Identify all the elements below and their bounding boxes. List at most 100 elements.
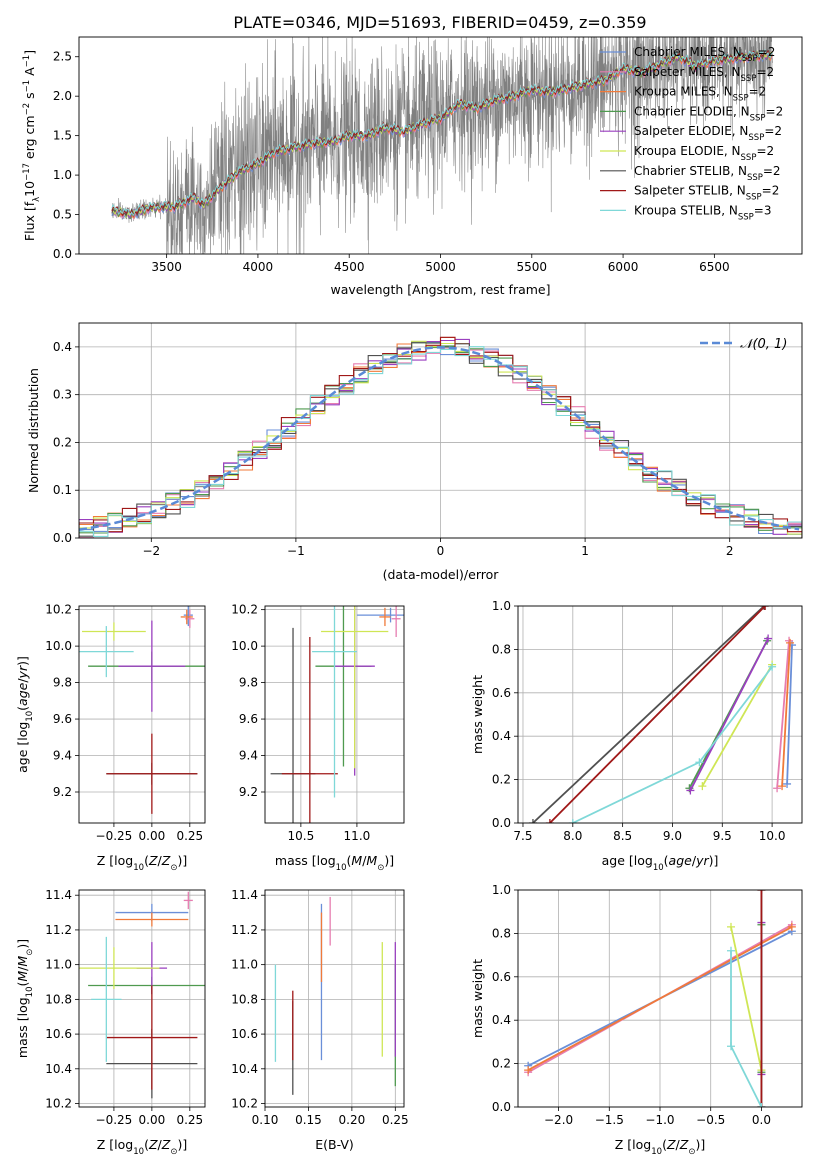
weight-marker-salpeter_elodie [686, 786, 695, 795]
label-part: Salpeter MILES, N [634, 65, 741, 79]
label-part: SSP [750, 113, 766, 123]
y-tick-label: 10.4 [45, 1062, 72, 1076]
weight-line-chabrier_miles [786, 645, 793, 784]
label-part: ⊙ [25, 949, 35, 956]
label-part: Z [148, 853, 158, 868]
y-tick-label: 9.8 [239, 676, 258, 690]
weight-marker-salpeter_elodie [764, 634, 773, 643]
label-part: / [15, 678, 30, 683]
weight-marker-kroupa_miles [524, 1066, 533, 1075]
weight-marker-kroupa_miles [786, 638, 795, 647]
label-part: M [15, 971, 30, 982]
weight-line-kroupa_miles [781, 642, 791, 787]
label-part: age [log [15, 722, 30, 773]
label-part: A [22, 67, 37, 80]
y-tick-label: 10.0 [231, 639, 258, 653]
weight-marker-kroupa_elodie [698, 782, 707, 791]
label-part: SSP [733, 94, 749, 104]
plot-area [270, 606, 404, 823]
y-tick-label: 0.0 [53, 531, 72, 545]
y-tick-label: 9.6 [239, 712, 258, 726]
panel-residuals: −2 −1 0 1 2 0.0 0.1 0.2 0.3 0.4 (data-model)/error… [26, 322, 803, 582]
x-tick-label: 10.0 [759, 829, 786, 843]
label-part: ( [144, 1137, 149, 1152]
x-tick-label: 0.10 [252, 1113, 279, 1127]
label-part: =2 [749, 85, 767, 99]
y-tick-label: 1.0 [492, 883, 511, 897]
y-tick-label: 0.5 [53, 208, 72, 222]
x-tick-label: −0.25 [96, 829, 133, 843]
y-tick-label: 11.4 [231, 888, 258, 902]
x-axis-label: age [log10(age/yr)] [602, 853, 719, 873]
y-tick-label: 9.2 [239, 785, 258, 799]
axes-frame [264, 605, 405, 824]
weight-line-kroupa_elodie [701, 664, 773, 787]
label-part: )] [177, 853, 187, 868]
panel-spectrum: 3500 4000 4500 5000 5500 6000 6500 0.0 0.5 1.0 1.5… [22, 36, 803, 297]
axes-frame [78, 36, 803, 255]
y-tick-label: 9.6 [53, 712, 72, 726]
y-tick-label: 10.2 [45, 603, 72, 617]
label-part: 10 [25, 986, 35, 997]
grid [264, 890, 404, 1107]
grid [518, 605, 802, 824]
weight-marker-kroupa_stelib [757, 1103, 766, 1107]
weight-marker-kroupa_elodie [727, 922, 735, 931]
weight-marker-chabrier_miles [783, 779, 792, 788]
label-part: =2 [756, 144, 774, 158]
y-tick-label: 10.2 [45, 1097, 72, 1111]
label-part: Chabrier MILES, N [634, 45, 742, 59]
y-tick-label: 9.2 [53, 785, 72, 799]
panel-age_vs_Z: −0.25 0.00 0.259.29.49.69.810.010.2Z [log1… [15, 603, 206, 873]
weight-line-salpeter_stelib [549, 606, 766, 823]
y-tick-label: 11.0 [45, 958, 72, 972]
weight-line-kroupa_stelib [730, 950, 763, 1107]
label-part: s [22, 92, 37, 103]
legend-entry: 𝒩(0, 1) [740, 337, 787, 352]
label-part: M [351, 853, 362, 868]
x-tick-label: −1 [287, 544, 305, 558]
label-part: 10 [651, 1147, 662, 1157]
label-part: 10 [336, 863, 347, 873]
label-part: SSP [738, 212, 754, 222]
x-axis-label: mass [log10(M/M⊙)] [275, 853, 394, 873]
y-tick-label: 11.2 [231, 923, 258, 937]
weight-marker-salpeter_stelib [545, 819, 554, 823]
label-part: )] [709, 853, 719, 868]
weight-marker-salpeter_miles [773, 784, 782, 793]
x-tick-label: 0.00 [139, 1113, 166, 1127]
label-part: ( [144, 853, 149, 868]
plot-area [79, 606, 205, 814]
axes-frame [264, 889, 405, 1108]
x-tick-label: 0.25 [176, 1113, 203, 1127]
weight-marker-kroupa_stelib [727, 1042, 735, 1051]
label-part: Z [log [97, 1137, 133, 1152]
y-tick-label: 9.8 [53, 676, 72, 690]
weight-marker-kroupa_stelib [768, 662, 777, 671]
label-part: M [15, 956, 30, 967]
grid [79, 890, 205, 1107]
axes-frame [78, 889, 206, 1108]
y-tick-label: 0.8 [492, 926, 511, 940]
y-tick-label: 0.0 [53, 247, 72, 261]
label-part: Z [log [97, 853, 133, 868]
x-tick-label: −0.25 [96, 1113, 133, 1127]
label-part: E(B-V) [315, 1137, 354, 1152]
label-part: age [log [602, 853, 653, 868]
label-part: )] [695, 1137, 705, 1152]
label-part: ( [15, 706, 30, 711]
x-tick-label: 4000 [243, 260, 274, 274]
x-tick-label: 0.0 [752, 1113, 771, 1127]
label-part: 10 [133, 863, 144, 873]
legend-entry: Chabrier ELODIE, NSSP=2 [634, 104, 783, 123]
label-part: =2 [766, 104, 784, 118]
y-tick-label: 0.4 [53, 340, 72, 354]
grid [79, 606, 205, 823]
axes-frame [78, 605, 206, 824]
y-tick-label: 1.0 [492, 599, 511, 613]
label-part: =2 [758, 45, 776, 59]
plot-area [79, 891, 205, 1099]
legend-entry: Salpeter STELIB, NSSP=2 [634, 184, 779, 203]
plot-area [274, 896, 396, 1095]
